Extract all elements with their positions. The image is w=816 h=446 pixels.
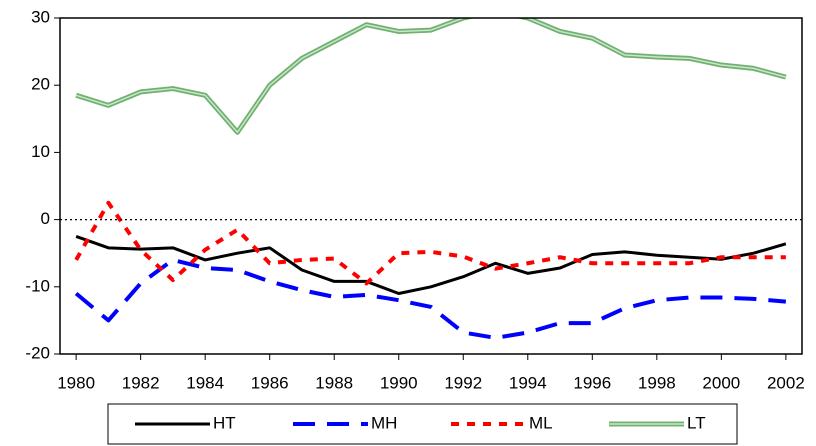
y-tick-label: -20: [25, 343, 50, 362]
y-tick-label: 0: [41, 209, 50, 228]
y-tick-label: 30: [31, 7, 50, 26]
y-tick-label: 20: [31, 75, 50, 94]
plot-frame: [59, 17, 803, 355]
x-tick-label: 1988: [315, 373, 353, 392]
y-tick-label: 10: [31, 142, 50, 161]
x-tick-label: 1998: [638, 373, 676, 392]
x-tick-label: 2002: [767, 373, 805, 392]
legend-label: HT: [213, 413, 236, 432]
x-tick-label: 1996: [573, 373, 611, 392]
x-tick-label: 1992: [444, 373, 482, 392]
series-line: [74, 257, 787, 340]
x-tick-label: 1982: [122, 373, 160, 392]
x-tick-label: 1994: [509, 373, 547, 392]
x-tick-label: 1990: [380, 373, 418, 392]
series-line-inner: [75, 18, 787, 133]
y-tick-label: -10: [25, 276, 50, 295]
x-tick-label: 1986: [251, 373, 289, 392]
series-line: [75, 234, 787, 296]
legend-label: LT: [687, 413, 706, 432]
series-line: [74, 200, 786, 286]
legend: [107, 403, 738, 445]
legend-label: ML: [529, 413, 553, 432]
plot-area: [74, 18, 787, 340]
x-tick-label: 1980: [57, 373, 95, 392]
x-tick-label: 1984: [186, 373, 224, 392]
x-tick-label: 2000: [702, 373, 740, 392]
legend-label: MH: [371, 413, 397, 432]
